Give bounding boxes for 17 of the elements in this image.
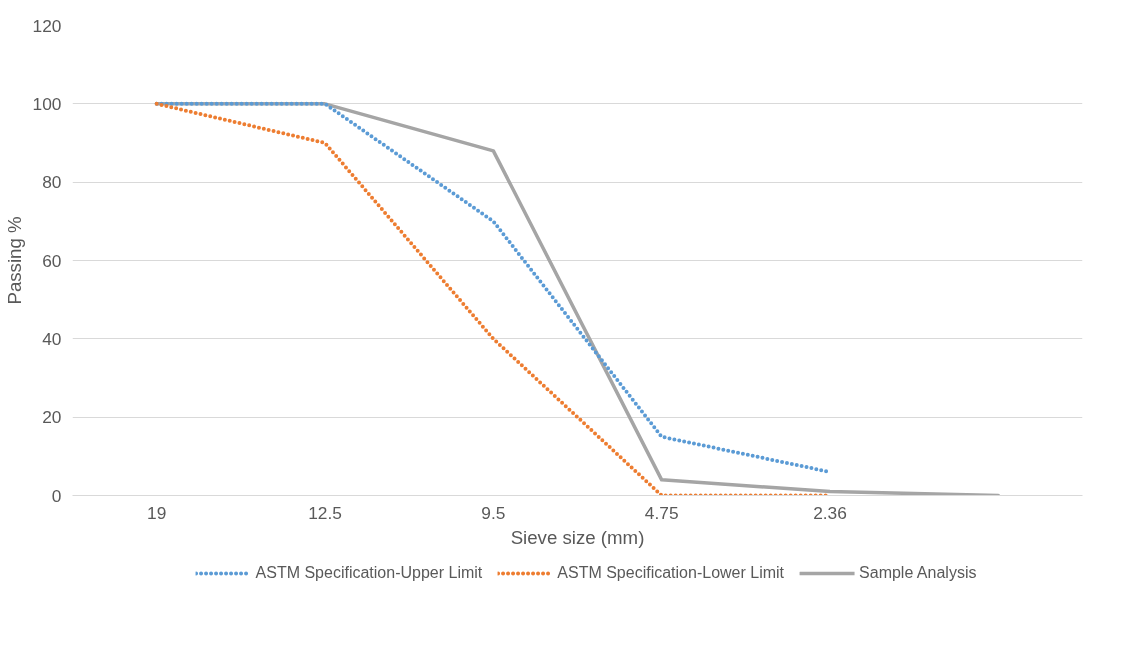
y-tick-label: 40 [42,328,62,349]
y-tick-label: 120 [32,15,62,36]
x-tick-label: 2.36 [813,502,847,523]
x-tick-label: 12.5 [308,502,342,523]
y-tick-label: 20 [42,407,62,428]
legend-label: Sample Analysis [859,563,977,582]
legend-label: ASTM Specification-Upper Limit [255,563,483,582]
y-axis-title: Passing % [3,216,25,305]
x-axis-title: Sieve size (mm) [510,526,645,548]
x-tick-label: 9.5 [481,502,506,523]
y-tick-label: 100 [32,93,62,114]
y-tick-label: 80 [42,172,62,193]
x-tick-label: 4.75 [644,502,679,523]
y-tick-label: 0 [51,485,62,506]
y-tick-label: 60 [42,250,62,271]
x-tick-label: 19 [147,502,167,523]
legend-label: ASTM Specification-Lower Limit [557,563,785,582]
